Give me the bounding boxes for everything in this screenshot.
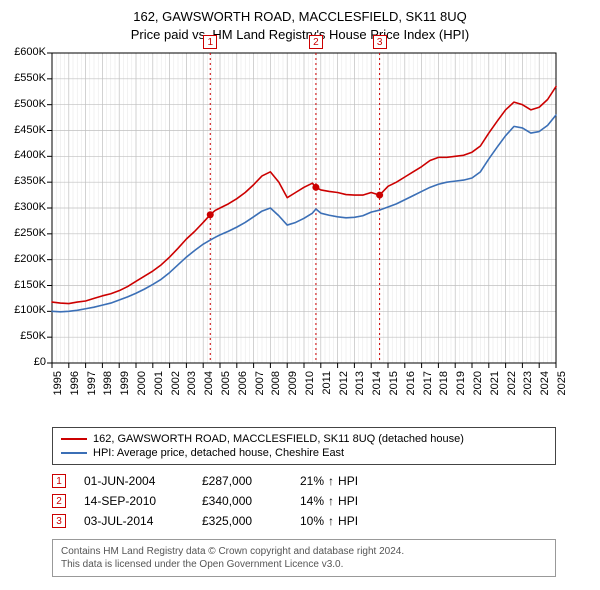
legend-swatch <box>61 452 87 454</box>
x-axis-label: 2013 <box>354 371 366 401</box>
y-axis-label: £350K <box>0 175 46 187</box>
sale-events-table: 1 01-JUN-2004 £287,000 21%↑HPI 2 14-SEP-2010 £… <box>52 471 556 531</box>
y-axis-label: £50K <box>0 330 46 342</box>
up-arrow-icon: ↑ <box>328 514 334 528</box>
sale-price: £287,000 <box>202 474 282 488</box>
sale-vs-hpi: 21%↑HPI <box>300 474 400 488</box>
y-axis-label: £600K <box>0 46 46 58</box>
y-axis-label: £450K <box>0 124 46 136</box>
legend-item: HPI: Average price, detached house, Ches… <box>61 446 547 460</box>
x-axis-label: 2002 <box>170 371 182 401</box>
chart-area: 1995 1996 1997 1998 1999 2000 2001 2002 2003 2004… <box>0 43 600 423</box>
x-axis-label: 2011 <box>321 371 333 401</box>
x-axis-label: 2003 <box>186 371 198 401</box>
x-axis-label: 2012 <box>338 371 350 401</box>
x-axis-label: 2007 <box>254 371 266 401</box>
x-axis-label: 2022 <box>506 371 518 401</box>
sale-price: £340,000 <box>202 494 282 508</box>
x-axis-label: 1997 <box>86 371 98 401</box>
x-axis-label: 2018 <box>438 371 450 401</box>
x-axis-label: 1995 <box>52 371 64 401</box>
x-axis-label: 2005 <box>220 371 232 401</box>
x-axis-label: 1996 <box>69 371 81 401</box>
chart-title-line1: 162, GAWSWORTH ROAD, MACCLESFIELD, SK11 … <box>0 8 600 26</box>
footer-line2: This data is licensed under the Open Gov… <box>61 558 547 571</box>
x-axis-label: 2006 <box>237 371 249 401</box>
up-arrow-icon: ↑ <box>328 494 334 508</box>
event-marker-badge: 3 <box>373 35 387 49</box>
chart-svg <box>0 43 600 423</box>
event-marker-badge: 2 <box>309 35 323 49</box>
legend-swatch <box>61 438 87 440</box>
x-axis-label: 2025 <box>556 371 568 401</box>
up-arrow-icon: ↑ <box>328 474 334 488</box>
x-axis-label: 1999 <box>119 371 131 401</box>
sale-price: £325,000 <box>202 514 282 528</box>
x-axis-label: 2004 <box>203 371 215 401</box>
event-marker-badge: 2 <box>52 494 66 508</box>
x-axis-label: 2024 <box>539 371 551 401</box>
x-axis-label: 1998 <box>102 371 114 401</box>
sale-date: 01-JUN-2004 <box>84 474 184 488</box>
y-axis-label: £550K <box>0 72 46 84</box>
sale-vs-hpi: 10%↑HPI <box>300 514 400 528</box>
y-axis-label: £500K <box>0 98 46 110</box>
x-axis-label: 2000 <box>136 371 148 401</box>
sale-vs-hpi: 14%↑HPI <box>300 494 400 508</box>
y-axis-label: £0 <box>0 356 46 368</box>
y-axis-label: £150K <box>0 279 46 291</box>
x-axis-label: 2017 <box>422 371 434 401</box>
event-marker-badge: 1 <box>52 474 66 488</box>
y-axis-label: £250K <box>0 227 46 239</box>
legend-label: HPI: Average price, detached house, Ches… <box>93 447 344 459</box>
event-marker-badge: 1 <box>203 35 217 49</box>
sale-date: 03-JUL-2014 <box>84 514 184 528</box>
chart-title-block: 162, GAWSWORTH ROAD, MACCLESFIELD, SK11 … <box>0 0 600 43</box>
x-axis-label: 2010 <box>304 371 316 401</box>
y-axis-label: £300K <box>0 201 46 213</box>
x-axis-label: 2015 <box>388 371 400 401</box>
footer-line1: Contains HM Land Registry data © Crown c… <box>61 545 547 558</box>
x-axis-label: 2016 <box>405 371 417 401</box>
legend: 162, GAWSWORTH ROAD, MACCLESFIELD, SK11 … <box>52 427 556 465</box>
x-axis-label: 2023 <box>522 371 534 401</box>
x-axis-label: 2019 <box>455 371 467 401</box>
x-axis-label: 2020 <box>472 371 484 401</box>
x-axis-label: 2009 <box>287 371 299 401</box>
x-axis-label: 2021 <box>489 371 501 401</box>
event-marker-badge: 3 <box>52 514 66 528</box>
attribution-footer: Contains HM Land Registry data © Crown c… <box>52 539 556 577</box>
x-axis-label: 2014 <box>371 371 383 401</box>
x-axis-label: 2001 <box>153 371 165 401</box>
legend-label: 162, GAWSWORTH ROAD, MACCLESFIELD, SK11 … <box>93 433 464 445</box>
y-axis-label: £400K <box>0 149 46 161</box>
legend-item: 162, GAWSWORTH ROAD, MACCLESFIELD, SK11 … <box>61 432 547 446</box>
sale-event-row: 2 14-SEP-2010 £340,000 14%↑HPI <box>52 491 556 511</box>
sale-event-row: 3 03-JUL-2014 £325,000 10%↑HPI <box>52 511 556 531</box>
y-axis-label: £200K <box>0 253 46 265</box>
y-axis-label: £100K <box>0 304 46 316</box>
sale-event-row: 1 01-JUN-2004 £287,000 21%↑HPI <box>52 471 556 491</box>
chart-title-line2: Price paid vs. HM Land Registry's House … <box>0 26 600 44</box>
x-axis-label: 2008 <box>270 371 282 401</box>
sale-date: 14-SEP-2010 <box>84 494 184 508</box>
